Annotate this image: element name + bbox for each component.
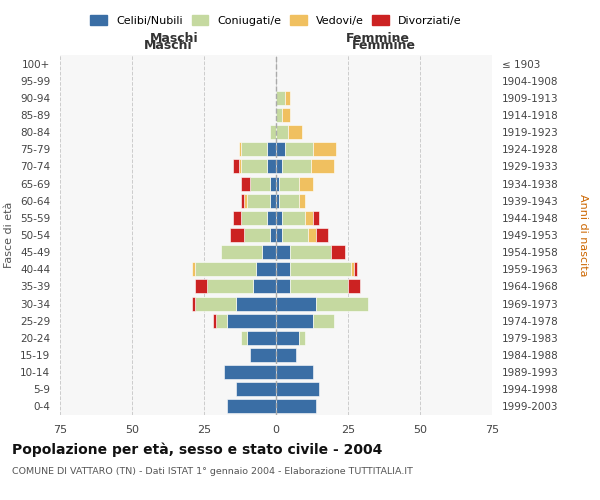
Bar xyxy=(227,400,276,413)
Text: Femmine: Femmine xyxy=(346,32,410,45)
Bar xyxy=(299,331,305,345)
Bar xyxy=(270,176,276,190)
Bar xyxy=(268,211,276,225)
Bar xyxy=(276,245,290,259)
Bar xyxy=(196,296,236,310)
Bar xyxy=(250,176,270,190)
Bar xyxy=(193,296,196,310)
Bar xyxy=(236,296,276,310)
Bar xyxy=(247,331,276,345)
Bar xyxy=(276,331,299,345)
Bar xyxy=(282,160,311,173)
Bar xyxy=(299,194,305,207)
Y-axis label: Fasce di età: Fasce di età xyxy=(4,202,14,268)
Bar xyxy=(270,228,276,242)
Bar xyxy=(290,245,331,259)
Bar xyxy=(230,228,244,242)
Bar xyxy=(276,280,290,293)
Bar xyxy=(348,280,359,293)
Bar xyxy=(276,142,284,156)
Bar xyxy=(276,91,284,105)
Bar xyxy=(262,245,276,259)
Bar xyxy=(241,176,250,190)
Bar xyxy=(282,211,305,225)
Bar xyxy=(270,194,276,207)
Bar xyxy=(313,211,319,225)
Bar xyxy=(212,314,215,328)
Bar xyxy=(279,194,299,207)
Bar xyxy=(276,365,313,379)
Text: Maschi: Maschi xyxy=(149,32,199,45)
Bar xyxy=(284,142,313,156)
Bar xyxy=(287,125,302,139)
Bar xyxy=(276,176,279,190)
Bar xyxy=(276,314,313,328)
Bar xyxy=(196,262,256,276)
Bar xyxy=(276,125,287,139)
Legend: Celibi/Nubili, Coniugati/e, Vedovi/e, Divorziati/e: Celibi/Nubili, Coniugati/e, Vedovi/e, Di… xyxy=(86,10,466,30)
Bar xyxy=(351,262,354,276)
Bar xyxy=(276,262,290,276)
Bar xyxy=(268,160,276,173)
Bar xyxy=(244,228,270,242)
Bar xyxy=(196,280,207,293)
Bar xyxy=(316,228,328,242)
Bar xyxy=(282,228,308,242)
Bar xyxy=(241,211,268,225)
Bar xyxy=(279,176,299,190)
Text: Popolazione per età, sesso e stato civile - 2004: Popolazione per età, sesso e stato civil… xyxy=(12,442,382,457)
Bar xyxy=(256,262,276,276)
Bar xyxy=(241,142,268,156)
Bar xyxy=(250,348,276,362)
Bar xyxy=(268,142,276,156)
Bar xyxy=(290,280,348,293)
Y-axis label: Anni di nascita: Anni di nascita xyxy=(578,194,588,276)
Bar xyxy=(227,314,276,328)
Bar xyxy=(276,228,282,242)
Bar xyxy=(247,194,270,207)
Bar xyxy=(193,262,196,276)
Bar xyxy=(276,194,279,207)
Bar xyxy=(207,280,253,293)
Bar xyxy=(308,228,316,242)
Bar xyxy=(276,296,316,310)
Bar xyxy=(290,262,351,276)
Bar xyxy=(241,194,244,207)
Bar xyxy=(241,331,247,345)
Bar xyxy=(354,262,356,276)
Bar xyxy=(299,176,313,190)
Bar xyxy=(233,211,241,225)
Bar xyxy=(276,211,282,225)
Bar xyxy=(305,211,313,225)
Bar xyxy=(239,142,241,156)
Bar xyxy=(224,365,276,379)
Bar xyxy=(276,108,282,122)
Text: COMUNE DI VATTARO (TN) - Dati ISTAT 1° gennaio 2004 - Elaborazione TUTTITALIA.IT: COMUNE DI VATTARO (TN) - Dati ISTAT 1° g… xyxy=(12,468,413,476)
Bar xyxy=(313,314,334,328)
Text: Femmine: Femmine xyxy=(352,38,416,52)
Bar xyxy=(241,160,268,173)
Bar xyxy=(236,382,276,396)
Bar xyxy=(311,160,334,173)
Bar xyxy=(221,245,262,259)
Bar xyxy=(282,108,290,122)
Bar xyxy=(239,160,241,173)
Bar xyxy=(276,160,282,173)
Bar xyxy=(284,91,290,105)
Bar xyxy=(215,314,227,328)
Bar xyxy=(331,245,345,259)
Bar xyxy=(276,348,296,362)
Bar xyxy=(244,194,247,207)
Bar xyxy=(233,160,239,173)
Bar xyxy=(270,125,276,139)
Bar xyxy=(276,382,319,396)
Text: Maschi: Maschi xyxy=(143,38,193,52)
Bar xyxy=(316,296,368,310)
Bar xyxy=(313,142,337,156)
Bar xyxy=(276,400,316,413)
Bar xyxy=(253,280,276,293)
